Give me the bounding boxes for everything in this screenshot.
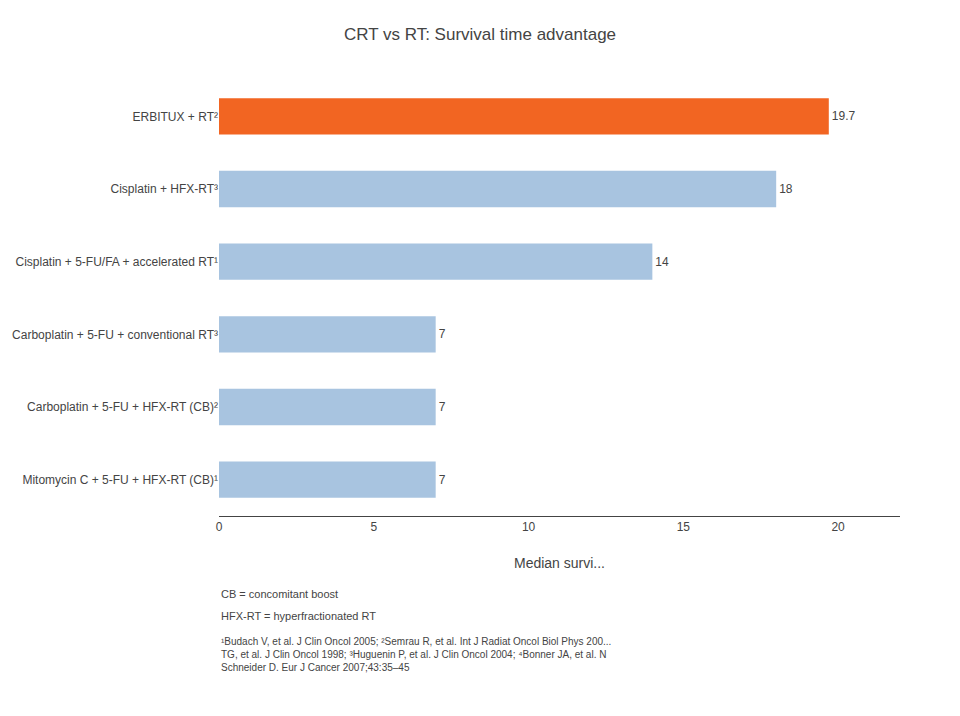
svg-text:10: 10 bbox=[522, 520, 536, 534]
svg-text:CB = concomitant boost: CB = concomitant boost bbox=[221, 588, 338, 600]
svg-text:Median survi...: Median survi... bbox=[514, 555, 605, 571]
svg-text:19.7: 19.7 bbox=[832, 109, 856, 123]
svg-text:14: 14 bbox=[655, 255, 669, 269]
svg-text:7: 7 bbox=[439, 400, 446, 414]
svg-text:15: 15 bbox=[677, 520, 691, 534]
svg-text:Cisplatin + 5-FU/FA + accelera: Cisplatin + 5-FU/FA + accelerated RT¹ bbox=[15, 255, 218, 269]
svg-text:HFX-RT = hyperfractionated RT: HFX-RT = hyperfractionated RT bbox=[221, 610, 376, 622]
svg-text:7: 7 bbox=[439, 327, 446, 341]
svg-text:0: 0 bbox=[216, 520, 223, 534]
svg-text:7: 7 bbox=[439, 473, 446, 487]
svg-text:Carboplatin + 5-FU + conventio: Carboplatin + 5-FU + conventional RT³ bbox=[12, 328, 218, 342]
svg-text:5: 5 bbox=[370, 520, 377, 534]
svg-text:CRT vs RT: Survival time advan: CRT vs RT: Survival time advantage bbox=[344, 25, 616, 44]
svg-text:Carboplatin + 5-FU + HFX-RT (C: Carboplatin + 5-FU + HFX-RT (CB)² bbox=[27, 400, 218, 414]
svg-text:Mitomycin C + 5-FU + HFX-RT (C: Mitomycin C + 5-FU + HFX-RT (CB)¹ bbox=[22, 473, 218, 487]
svg-text:20: 20 bbox=[831, 520, 845, 534]
svg-text:18: 18 bbox=[779, 182, 793, 196]
svg-text:¹Budach V, et al. J Clin Oncol: ¹Budach V, et al. J Clin Oncol 2005; ²Se… bbox=[221, 636, 611, 673]
svg-text:Cisplatin + HFX-RT³: Cisplatin + HFX-RT³ bbox=[111, 182, 218, 196]
svg-text:ERBITUX + RT²: ERBITUX + RT² bbox=[133, 110, 218, 124]
